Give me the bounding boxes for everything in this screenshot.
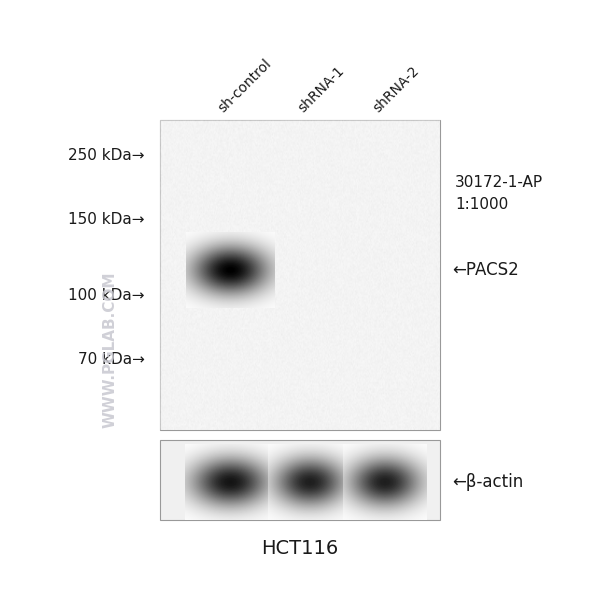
Bar	[160, 440, 440, 520]
Text: sh-control: sh-control	[215, 56, 274, 115]
Text: HCT116: HCT116	[262, 539, 338, 557]
Text: shRNA-2: shRNA-2	[370, 64, 422, 115]
Text: 100 kDa→: 100 kDa→	[68, 287, 145, 302]
Text: ←PACS2: ←PACS2	[452, 261, 519, 279]
Text: WWW.PGLAB.COM: WWW.PGLAB.COM	[103, 272, 118, 428]
Text: 30172-1-AP
1:1000: 30172-1-AP 1:1000	[455, 175, 543, 212]
Text: 70 kDa→: 70 kDa→	[78, 352, 145, 367]
Text: 250 kDa→: 250 kDa→	[68, 148, 145, 163]
Bar	[160, 120, 440, 430]
Text: shRNA-1: shRNA-1	[295, 64, 347, 115]
Text: ←β-actin: ←β-actin	[452, 473, 523, 491]
Text: 150 kDa→: 150 kDa→	[68, 212, 145, 227]
